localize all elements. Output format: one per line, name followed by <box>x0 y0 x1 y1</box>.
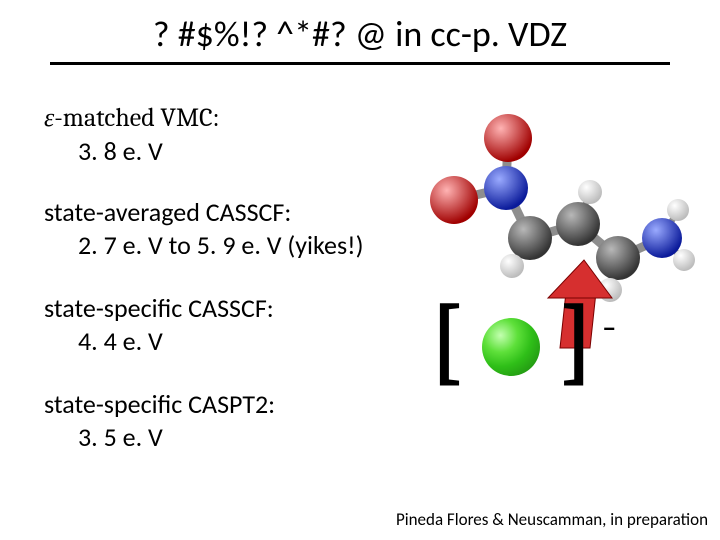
atom-h2 <box>578 180 602 204</box>
atom-o1 <box>484 114 532 162</box>
ss-casscf-block: state-specific CASSCF: 4. 4 e. V <box>44 292 274 357</box>
atom-n2 <box>642 218 682 258</box>
atom-c1 <box>508 216 552 260</box>
sa-casscf-value: 2. 7 e. V to 5. 9 e. V (yikes!) <box>78 229 363 262</box>
vmc-heading-rest: -matched VMC: <box>54 103 219 133</box>
bracket-right: ] <box>560 296 593 386</box>
slide: ? #$%!? ^*#? @ in cc-p. VDZ ε-matched VM… <box>0 0 720 540</box>
ss-casscf-value: 4. 4 e. V <box>78 325 274 358</box>
atom-o2 <box>430 176 478 224</box>
citation-footer: Pineda Flores & Neuscamman, in preparati… <box>396 509 708 530</box>
bracket-anion: [ ] - <box>430 300 670 400</box>
title-area: ? #$%!? ^*#? @ in cc-p. VDZ <box>0 12 720 65</box>
minus-sign: - <box>602 300 616 351</box>
slide-title: ? #$%!? ^*#? @ in cc-p. VDZ <box>0 12 720 56</box>
bracket-left: [ <box>430 296 463 386</box>
atom-h1 <box>500 254 524 278</box>
ss-caspt2-value: 3. 5 e. V <box>78 421 275 454</box>
green-atom-icon <box>482 318 540 376</box>
epsilon-symbol: ε <box>44 103 54 133</box>
atom-c3 <box>596 236 640 280</box>
ss-caspt2-block: state-specific CASPT2: 3. 5 e. V <box>44 388 275 453</box>
vmc-value: 3. 8 e. V <box>78 135 219 168</box>
ss-caspt2-heading: state-specific CASPT2: <box>44 388 275 421</box>
sa-casscf-heading: state-averaged CASSCF: <box>44 196 363 229</box>
atom-c2 <box>556 202 600 246</box>
atom-h4 <box>667 199 689 221</box>
atom-n1 <box>484 166 528 210</box>
title-underline <box>50 62 670 65</box>
atom-h5 <box>673 249 695 271</box>
vmc-heading: ε-matched VMC: <box>44 102 219 135</box>
sa-casscf-block: state-averaged CASSCF: 2. 7 e. V to 5. 9… <box>44 196 363 261</box>
ss-casscf-heading: state-specific CASSCF: <box>44 292 274 325</box>
vmc-block: ε-matched VMC: 3. 8 e. V <box>44 102 219 167</box>
